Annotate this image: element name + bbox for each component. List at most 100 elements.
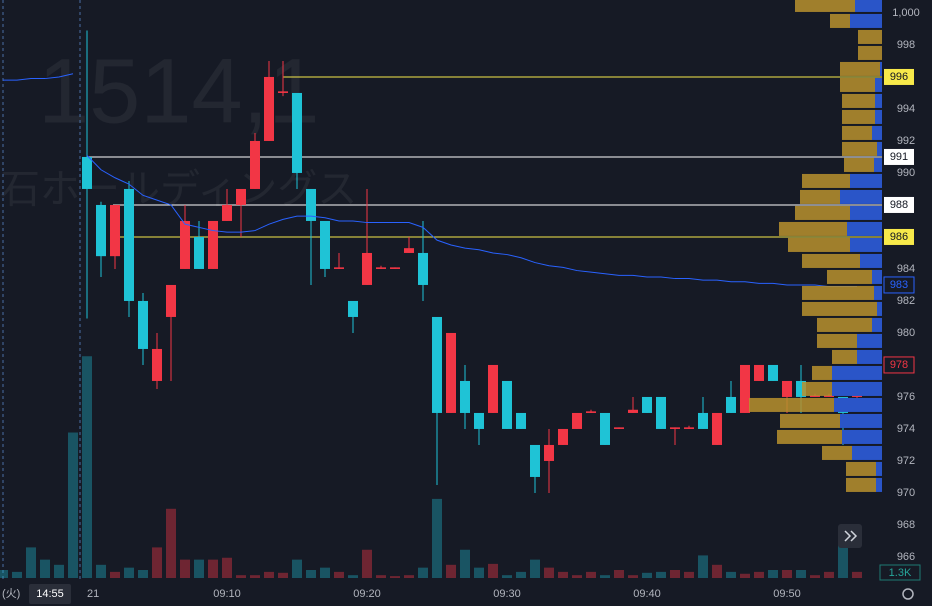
y-tick-label: 966: [897, 551, 915, 563]
depth-ask: [842, 141, 877, 156]
volume-bar: [222, 557, 232, 578]
candle-body: [418, 252, 428, 285]
marker-box: [883, 356, 915, 374]
x-tick-label: 09:20: [353, 588, 381, 600]
depth-ask: [830, 13, 850, 28]
depth-bid: [857, 349, 882, 364]
vwap-line: [86, 155, 857, 288]
y-tick-label: 1,000: [892, 7, 920, 19]
candle-body: [558, 428, 568, 445]
candle-body: [782, 380, 792, 397]
candle-body: [796, 380, 806, 397]
y-tick-label: 974: [897, 423, 915, 435]
depth-bid: [832, 381, 882, 396]
depth-ask: [842, 109, 875, 124]
depth-bid: [876, 461, 882, 476]
volume-label: 1.3K: [889, 567, 912, 579]
depth-bid: [860, 253, 882, 268]
volume-bar: [404, 575, 414, 578]
volume-bar: [166, 508, 176, 578]
depth-bid: [834, 397, 882, 412]
crosshair-time-box: [29, 584, 71, 604]
depth-ask: [802, 381, 832, 396]
candle-body: [138, 300, 148, 349]
volume-bar: [488, 563, 498, 578]
candle-body: [306, 188, 316, 221]
candle-body: [600, 412, 610, 445]
x-tick-label: 09:10: [213, 588, 241, 600]
volume-bar: [194, 559, 204, 578]
volume-bar: [68, 432, 78, 578]
volume-bar: [628, 575, 638, 578]
depth-bid: [840, 189, 882, 204]
depth-bid: [857, 333, 882, 348]
volume-bar: [236, 575, 246, 578]
candle-body: [824, 395, 834, 397]
volume-bar: [572, 575, 582, 578]
volume-bar: [474, 567, 484, 578]
y-tick-label: 990: [897, 167, 915, 179]
watermark-name: 石ホールディングス: [0, 168, 357, 212]
candle-body: [614, 427, 624, 429]
candle-body: [698, 412, 708, 429]
candle-body: [278, 91, 288, 93]
depth-ask: [812, 365, 832, 380]
volume-bar: [278, 572, 288, 578]
depth-ask: [788, 237, 850, 252]
volume-bar: [460, 549, 470, 578]
candle-body: [502, 380, 512, 429]
x-tick-label: 09:30: [493, 588, 521, 600]
candle-body: [82, 156, 92, 189]
depth-ask: [827, 269, 872, 284]
y-tick-label: 992: [897, 135, 915, 147]
candle-body: [404, 248, 414, 253]
depth-ask: [844, 157, 874, 172]
candle-body: [656, 396, 666, 429]
volume-bar: [670, 569, 680, 578]
price-label-box: [884, 148, 914, 165]
candle-body: [740, 364, 750, 413]
y-tick-label: 970: [897, 487, 915, 499]
candle-body: [362, 252, 372, 285]
volume-bar: [96, 564, 106, 578]
candle-body: [810, 395, 820, 397]
y-tick-label: 968: [897, 519, 915, 531]
y-tick-label: 976: [897, 391, 915, 403]
settings-button[interactable]: [902, 588, 914, 600]
candle-body: [432, 316, 442, 413]
candle-body: [852, 395, 862, 397]
volume-bar: [362, 549, 372, 578]
volume-bar: [180, 559, 190, 578]
price-label-box: [884, 196, 914, 213]
volume-bar: [810, 575, 820, 578]
depth-ask: [817, 333, 857, 348]
depth-ask: [749, 397, 834, 412]
candle-body: [208, 220, 218, 269]
volume-bar: [418, 567, 428, 578]
depth-ask: [802, 285, 874, 300]
candle-body: [460, 380, 470, 413]
volume-bar: [138, 569, 148, 578]
candle-body: [292, 92, 302, 173]
volume-bar: [250, 575, 260, 578]
depth-ask: [795, 0, 855, 12]
depth-ask: [777, 429, 842, 444]
volume-bar: [796, 569, 806, 578]
depth-ask: [858, 29, 882, 44]
depth-ask: [840, 61, 880, 76]
candle-body: [124, 188, 134, 301]
depth-ask: [858, 45, 882, 60]
depth-bid: [872, 269, 882, 284]
price-label: 991: [890, 151, 908, 163]
depth-bid: [872, 125, 882, 140]
volume-bar: [348, 575, 358, 578]
candle-body: [684, 427, 694, 429]
vwap-line: [3, 73, 74, 81]
volume-bar: [698, 555, 708, 578]
candle-body: [334, 267, 344, 269]
volume-bar: [642, 572, 652, 578]
volume-bar: [376, 575, 386, 578]
candle-body: [446, 332, 456, 413]
volume-bar: [530, 559, 540, 578]
x-tick-label: 09:50: [773, 588, 801, 600]
